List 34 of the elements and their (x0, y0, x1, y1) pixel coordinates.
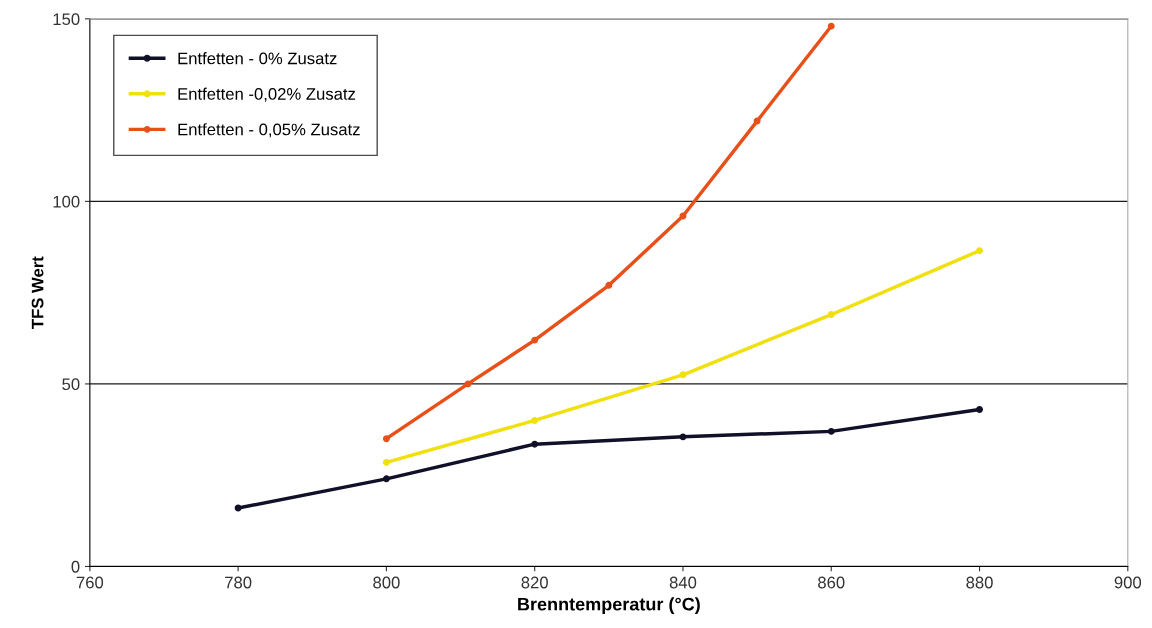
point (382, 475, 390, 483)
y-tick-label: 100 (53, 195, 80, 208)
legend-label: Entfetten - 0% Zusatz (178, 52, 337, 65)
point (464, 380, 472, 388)
point (976, 247, 984, 255)
x-tick-label: 820 (521, 576, 548, 589)
x-tick-label: 900 (1114, 576, 1142, 589)
point (605, 281, 613, 289)
x-tick-label: 800 (373, 576, 400, 589)
point (531, 336, 539, 344)
point (679, 371, 687, 379)
point (827, 311, 835, 319)
point (827, 22, 835, 30)
point (382, 458, 390, 466)
point (531, 440, 539, 448)
x-axis-title: Brenntemperatur (°C) (518, 597, 700, 615)
x-tick-label: 840 (669, 576, 697, 589)
y-tick-label: 150 (53, 13, 80, 26)
point (827, 427, 835, 435)
y-tick-label: 50 (62, 378, 80, 391)
x-tick-label: 760 (76, 576, 104, 589)
point (234, 504, 242, 512)
point (753, 117, 761, 125)
legend-label: Entfetten -0,02% Zusatz (178, 87, 356, 102)
legend-label: Entfetten - 0,05% Zusatz (178, 123, 360, 138)
point (679, 433, 687, 441)
point (976, 405, 984, 413)
point (531, 416, 539, 424)
point (382, 435, 390, 443)
y-axis-title: TFS Wert (31, 256, 44, 329)
x-tick-label: 860 (818, 576, 845, 589)
x-tick-label: 880 (966, 576, 993, 589)
y-tick-label: 0 (71, 560, 80, 573)
x-tick-label: 780 (225, 576, 252, 589)
